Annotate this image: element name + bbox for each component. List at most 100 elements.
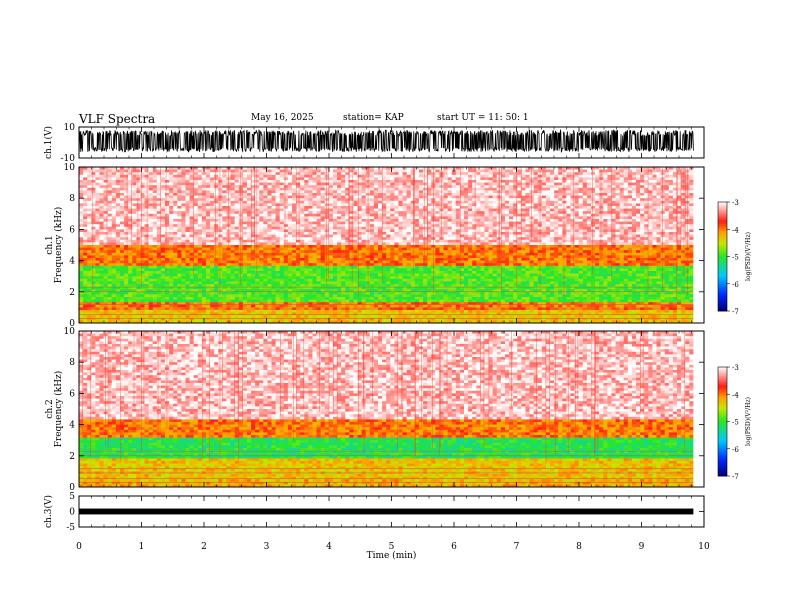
ch1-spectrogram-cell <box>111 211 117 215</box>
ch1-spectrogram-cell <box>251 234 256 238</box>
ch1-spectrogram-cell <box>353 213 358 217</box>
ch1-spectrogram-cell <box>652 219 657 222</box>
ch1-spectrogram-cell <box>570 206 575 209</box>
ch1-spectrogram-cell <box>165 172 170 176</box>
ch1-spectrogram-cell <box>132 229 137 233</box>
ch1-spectrogram-cell <box>443 232 448 235</box>
ch1-spectrogram-cell <box>509 187 514 191</box>
ch1-spectrogram-cell <box>296 224 301 228</box>
ch1-spectrogram-cell <box>324 190 330 194</box>
ch1-spectrogram-cell <box>296 172 301 176</box>
ch1-spectrogram-cell <box>107 219 113 222</box>
ch1-spectrogram-cell <box>554 237 559 241</box>
ch1-spectrogram-cell <box>238 182 244 186</box>
ch1-spectrogram-cell <box>119 219 125 222</box>
ch1-spectrogram-cell <box>533 193 539 196</box>
ch1-spectrogram-cell <box>144 177 149 181</box>
ch1-spectrogram-cell <box>615 211 620 215</box>
ch1-spectrogram-cell <box>341 172 346 176</box>
ch1-spectrogram-cell <box>619 172 625 176</box>
ch1-spectrogram-cell <box>681 232 686 235</box>
ch1-spectrogram-cell <box>488 208 494 212</box>
ch1-spectrogram-cell <box>398 242 403 246</box>
ch1-spectrogram-cell <box>570 232 575 235</box>
ch1-spectrogram-cell <box>242 247 248 251</box>
ch1-spectrogram-cell <box>332 237 338 241</box>
ch1-spectrogram-cell <box>214 172 219 176</box>
ch1-spectrogram-cell <box>394 208 399 212</box>
ch1-spectrogram-cell <box>603 206 608 209</box>
ch1-spectrogram-cell <box>623 180 629 183</box>
ch1-spectrogram-cell <box>476 219 481 222</box>
ch1-spectrogram-cell <box>672 232 678 235</box>
ch1-spectrogram-cell <box>173 200 178 204</box>
ch1-spectrogram-cell <box>222 211 227 215</box>
ch1-spectrogram-cell <box>87 234 92 238</box>
ch1-spectrogram-cell <box>128 195 133 199</box>
ch1-spectrogram-cell <box>541 211 547 215</box>
ch1-spectrogram-cell <box>271 208 276 212</box>
ch1-spectrogram-cell <box>238 198 244 202</box>
ch1-spectrogram-cell <box>197 213 203 217</box>
ch1-spectrogram-cell <box>287 187 293 191</box>
ch1-spectrogram-cell <box>390 203 395 207</box>
ch1-spectrogram-cell <box>541 208 547 212</box>
ch1-spectrogram-cell <box>418 216 424 220</box>
ch1-spectrogram-cell <box>308 213 313 217</box>
ch1-spectrogram-cell <box>451 221 457 225</box>
ch1-spectrogram-cell <box>148 232 154 235</box>
ch1-spectrogram-cell <box>472 180 477 183</box>
ch1-spectrogram-cell <box>513 208 518 212</box>
ch1-spectrogram-cell <box>275 185 281 189</box>
ch1-spectrogram-cell <box>459 182 465 186</box>
ch1-spectrogram-cell <box>296 180 301 183</box>
ch1-spectrogram-cell <box>672 167 678 170</box>
ch1-spectrogram-cell <box>234 198 240 202</box>
ch1-spectrogram-cell <box>136 221 141 225</box>
ch1-spectrogram-cell <box>99 182 104 186</box>
ch1-spectrogram-cell <box>631 237 637 241</box>
ch1-spectrogram-cell <box>545 177 551 181</box>
ch1-spectrogram-cell <box>95 177 100 181</box>
ch1-spectrogram-cell <box>238 221 244 225</box>
ch1-spectrogram-cell <box>210 229 215 233</box>
ch1-spectrogram-cell <box>472 200 477 204</box>
ch1-spectrogram-cell <box>599 239 604 243</box>
ch1-spectrogram-cell <box>79 245 84 248</box>
ch1-spectrogram-cell <box>337 229 342 233</box>
ch1-spectrogram-cell <box>464 200 469 204</box>
ch1-spectrogram-cell <box>193 180 199 183</box>
ch1-spectrogram-cell <box>640 247 645 251</box>
ch1-spectrogram-cell <box>91 182 96 186</box>
ch1-spectrogram-cell <box>631 193 637 196</box>
ch1-spectrogram-cell <box>345 185 350 189</box>
ch1-spectrogram-cell <box>287 167 293 170</box>
ch1-spectrogram-cell <box>234 245 240 248</box>
ch1-spectrogram-cell <box>169 247 174 251</box>
ch1-spectrogram-cell <box>156 172 162 176</box>
ch1-spectrogram-cell <box>279 190 285 194</box>
ch1-spectrogram-cell <box>586 180 592 183</box>
ch1-spectrogram-cell <box>599 200 604 204</box>
ch1-spectrogram-cell <box>124 206 129 209</box>
ch1-spectrogram-cell <box>328 167 334 170</box>
ch1-spectrogram-cell <box>627 250 633 254</box>
ch1-spectrogram-cell <box>500 174 506 178</box>
ch1-spectrogram-cell <box>660 208 666 212</box>
ch1-spectrogram-cell <box>341 187 346 191</box>
ch1-spectrogram-cell <box>459 245 465 248</box>
ch1-spectrogram-cell <box>181 229 186 233</box>
ch1-spectrogram-cell <box>631 185 637 189</box>
ch1-spectrogram-cell <box>259 182 264 186</box>
ch1-spectrogram-cell <box>521 250 526 254</box>
ch1-spectrogram-cell <box>218 177 223 181</box>
ch1-spectrogram-cell <box>197 221 203 225</box>
ch1-spectrogram-cell <box>79 250 84 254</box>
ch1-spectrogram-cell <box>210 216 215 220</box>
ch1-spectrogram-cell <box>275 224 281 228</box>
ch1-spectrogram-cell <box>459 200 465 204</box>
ch1-spectrogram-cell <box>513 198 518 202</box>
ch1-spectrogram-cell <box>328 226 334 230</box>
ch1-spectrogram-cell <box>414 182 420 186</box>
ch1-spectrogram-cell <box>500 169 506 173</box>
